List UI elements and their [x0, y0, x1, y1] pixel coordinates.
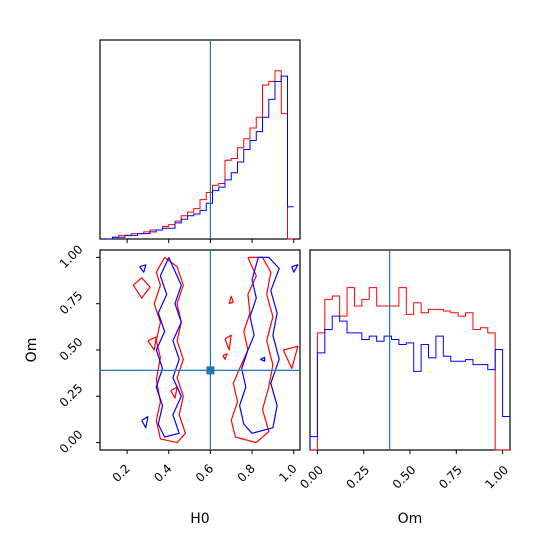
om-x-axis-title: Om	[398, 511, 423, 527]
joint-contours	[132, 256, 299, 444]
om-xtick-label-1: 0.25	[343, 463, 372, 492]
joint-xtick-label-2: 0.6	[193, 461, 216, 484]
om-marginal-frame	[309, 249, 511, 451]
h0-marginal-frame	[99, 39, 301, 240]
contour-series-0-2	[132, 277, 151, 299]
contour-series-1-3	[141, 416, 149, 429]
om-xtick-label-2: 0.50	[390, 463, 419, 492]
h0-hist-series-0	[106, 70, 294, 240]
contour-series-1-0	[155, 257, 182, 438]
om-marginal-ticks: 0.00 0.25 0.50 0.75 1.00	[297, 450, 511, 492]
om-hist-series-1	[309, 315, 510, 450]
contour-series-0-3	[147, 336, 157, 351]
contour-series-0-0	[153, 256, 186, 444]
truth-point	[206, 366, 215, 375]
contour-series-1-4	[260, 356, 266, 362]
h0-hist-series-1	[106, 75, 294, 240]
joint-ytick-label-1: 0.25	[57, 381, 86, 410]
joint-y-axis-title: Om	[24, 338, 40, 363]
contour-series-1-5	[291, 264, 299, 273]
contour-series-1-1	[239, 256, 280, 434]
joint-ytick-label-4: 1.00	[57, 242, 86, 271]
joint-xtick-label-1: 0.4	[151, 461, 174, 484]
joint-xtick-label-3: 0.8	[235, 461, 258, 484]
joint-panel: 0.2 0.4 0.6 0.8 1.00.000.250.500.751.00 H0 O…	[24, 242, 301, 527]
om-marginal-histograms	[309, 287, 510, 451]
contour-series-1-2	[139, 264, 147, 273]
h0-marginal-panel	[99, 39, 301, 243]
contour-series-0-5	[228, 295, 234, 305]
om-xtick-label-3: 0.75	[436, 463, 465, 492]
contour-series-0-6	[170, 386, 178, 399]
contour-series-0-8	[282, 345, 299, 370]
joint-frame	[99, 249, 301, 451]
contour-series-0-7	[222, 353, 228, 360]
contour-series-0-4	[224, 334, 232, 351]
joint-xtick-label-0: 0.2	[110, 461, 133, 484]
joint-x-axis-title: H0	[190, 511, 209, 527]
h0-marginal-ticks	[126, 239, 295, 243]
joint-ytick-label-3: 0.75	[57, 288, 86, 317]
h0-marginal-histograms	[106, 70, 294, 240]
contour-series-0-1	[230, 256, 274, 444]
joint-ytick-label-0: 0.00	[57, 427, 86, 456]
om-xtick-label-4: 1.00	[482, 463, 511, 492]
joint-ytick-label-2: 0.50	[57, 335, 86, 364]
om-hist-series-0	[310, 287, 510, 451]
om-marginal-panel: 0.00 0.25 0.50 0.75 1.00 Om	[297, 249, 511, 527]
om-xtick-label-0: 0.00	[297, 463, 326, 492]
